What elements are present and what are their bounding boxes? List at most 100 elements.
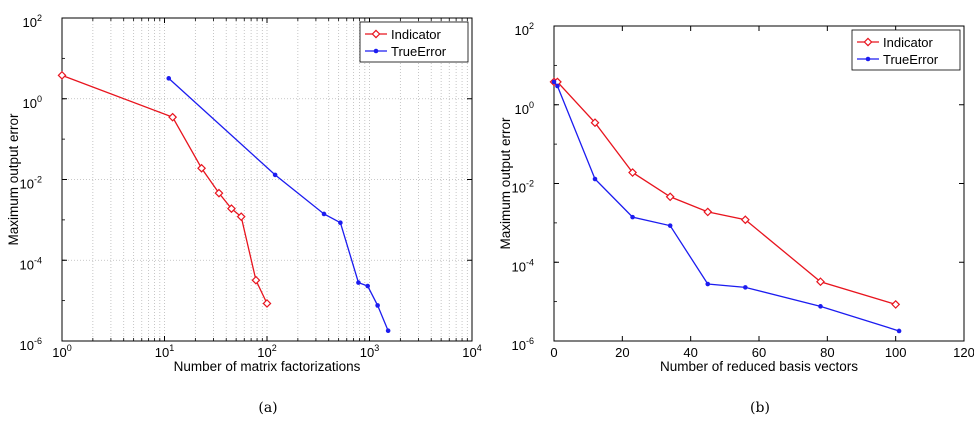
x-tick-label-base: 10 <box>52 345 66 360</box>
data-point-diamond <box>251 275 261 285</box>
y-tick-label: 10-6 <box>512 336 534 353</box>
x-tick-label-base: 80 <box>820 345 834 360</box>
data-point-dot <box>896 328 902 334</box>
y-tick-label: 102 <box>515 21 534 38</box>
x-tick-label-exponent: 4 <box>477 343 482 353</box>
legend-box <box>851 29 961 71</box>
y-tick-label: 10-4 <box>512 257 534 274</box>
y-tick-label-exponent: 2 <box>37 13 42 23</box>
legend-label: Indicator <box>391 27 442 42</box>
x-tick-label-base: 10 <box>360 345 374 360</box>
data-point-dot <box>630 214 635 220</box>
data-point-dot <box>338 220 343 226</box>
y-tick-label-base: 10 <box>512 181 526 196</box>
legend-marker-dot <box>373 48 379 54</box>
data-point-diamond <box>168 112 178 122</box>
y-axis-label: Maximum output error <box>6 113 21 246</box>
x-tick-label-base: 10 <box>462 345 476 360</box>
x-axis-label: Number of reduced basis vectors <box>660 359 858 374</box>
x-tick-label: 103 <box>360 343 379 360</box>
y-tick-label-exponent: -6 <box>526 336 534 346</box>
y-tick-label-exponent: -4 <box>34 255 42 265</box>
chart-panel-b: 0 20 40 60 80 100 12010-610-410-2100102Number … <box>498 21 974 374</box>
x-tick-label: 100 <box>52 343 71 360</box>
series-line-indicator <box>61 74 268 304</box>
y-tick-label-base: 10 <box>23 15 37 30</box>
y-tick-label-base: 10 <box>20 257 34 272</box>
y-tick-label-base: 10 <box>20 338 34 353</box>
data-point-dot <box>705 281 711 287</box>
data-point-dot <box>385 328 391 333</box>
data-point-diamond <box>665 192 675 202</box>
data-point-diamond <box>816 277 825 287</box>
data-point-dot <box>592 176 598 182</box>
y-tick-label-base: 10 <box>515 102 529 117</box>
y-tick-label: 10-4 <box>20 255 42 272</box>
series-trueerror <box>166 76 391 333</box>
x-minor-ticks <box>92 18 468 341</box>
x-tick-label-exponent: 1 <box>169 343 174 353</box>
grid <box>62 18 472 341</box>
data-point-diamond <box>891 299 901 309</box>
data-point-diamond <box>227 204 236 214</box>
legend-marker-dot <box>865 56 871 62</box>
data-point-dot <box>375 303 380 308</box>
data-point-dot <box>166 76 172 81</box>
y-tick-label: 100 <box>23 94 42 111</box>
x-tick-label-base: 120 <box>953 345 974 360</box>
data-point-diamond <box>57 70 67 80</box>
data-point-dot <box>321 211 327 217</box>
data-point-diamond <box>214 188 224 198</box>
y-tick-label-base: 10 <box>23 96 37 111</box>
y-tick-label-exponent: 2 <box>529 21 534 31</box>
data-point-dot <box>667 223 673 228</box>
legend-marker-diamond <box>371 29 381 39</box>
data-point-diamond <box>197 163 207 173</box>
x-tick-label: 20 <box>615 345 629 360</box>
y-tick-label-exponent: 0 <box>37 94 42 104</box>
x-tick-label-base: 10 <box>257 345 271 360</box>
y-tick-label: 10-6 <box>20 336 42 353</box>
caption-b: (b) <box>750 400 770 416</box>
x-tick-label: 101 <box>155 343 174 360</box>
data-point-dot <box>818 304 823 309</box>
data-point-dot <box>356 280 361 285</box>
y-tick-label-exponent: -4 <box>526 257 534 267</box>
legend-label: Indicator <box>883 35 934 50</box>
chart-panel-a: 100 101 102 103 10410-610-410-2100102Number … <box>6 13 482 374</box>
data-point-dot <box>743 285 748 290</box>
data-point-diamond <box>236 212 246 222</box>
x-tick-label-base: 40 <box>683 345 697 360</box>
x-tick-label-exponent: 2 <box>272 343 277 353</box>
y-tick-label-exponent: -6 <box>34 336 42 346</box>
series-indicator <box>57 70 272 308</box>
x-tick-label-exponent: 0 <box>67 343 72 353</box>
y-tick-label-exponent: -2 <box>526 179 534 189</box>
x-tick-label-base: 0 <box>550 345 557 360</box>
x-tick-label: 60 <box>752 345 766 360</box>
x-tick-label: 40 <box>683 345 697 360</box>
data-point-diamond <box>740 215 750 225</box>
data-point-dot <box>551 79 557 85</box>
legend-label: TrueError <box>883 52 939 67</box>
legend: Indicator TrueError <box>359 21 469 63</box>
x-tick-label: 120 <box>953 345 974 360</box>
series-trueerror <box>551 79 902 334</box>
series-line-trueerror <box>168 77 389 331</box>
x-tick-label-base: 10 <box>155 345 169 360</box>
x-tick-label: 104 <box>462 343 481 360</box>
x-tick-label-exponent: 3 <box>374 343 379 353</box>
x-tick-label: 102 <box>257 343 276 360</box>
legend-marker-diamond <box>863 37 873 47</box>
x-tick-label-base: 20 <box>615 345 629 360</box>
y-minor-ticks <box>62 17 65 302</box>
data-point-dot <box>555 83 560 89</box>
x-tick-label: 80 <box>820 345 834 360</box>
y-minor-ticks <box>554 25 557 303</box>
data-point-dot <box>365 283 370 289</box>
y-tick-label: 10-2 <box>512 179 534 196</box>
data-point-diamond <box>590 118 600 128</box>
y-tick-label-base: 10 <box>515 23 529 38</box>
series-indicator <box>549 77 901 309</box>
y-tick-label: 102 <box>23 13 42 30</box>
